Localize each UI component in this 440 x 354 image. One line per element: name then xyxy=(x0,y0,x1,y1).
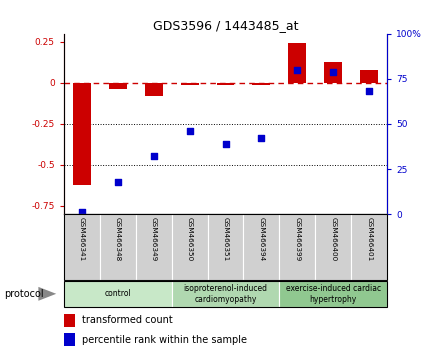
Bar xyxy=(351,214,387,280)
Text: exercise-induced cardiac
hypertrophy: exercise-induced cardiac hypertrophy xyxy=(286,284,381,303)
Point xyxy=(258,136,265,141)
Title: GDS3596 / 1443485_at: GDS3596 / 1443485_at xyxy=(153,19,298,33)
Point xyxy=(186,128,193,134)
Point xyxy=(366,88,373,94)
Bar xyxy=(243,214,279,280)
Bar xyxy=(64,333,75,346)
Text: transformed count: transformed count xyxy=(81,315,172,325)
Text: protocol: protocol xyxy=(4,289,44,299)
Bar xyxy=(279,214,315,280)
Bar xyxy=(172,281,279,307)
Text: percentile rank within the sample: percentile rank within the sample xyxy=(81,335,246,345)
Text: GSM466341: GSM466341 xyxy=(79,217,85,262)
Bar xyxy=(315,214,351,280)
Polygon shape xyxy=(38,287,56,301)
Text: GSM466394: GSM466394 xyxy=(258,217,264,262)
Bar xyxy=(208,214,243,280)
Text: GSM466400: GSM466400 xyxy=(330,217,336,262)
Text: GSM466351: GSM466351 xyxy=(223,217,228,262)
Bar xyxy=(279,281,387,307)
Text: GSM466401: GSM466401 xyxy=(366,217,372,262)
Bar xyxy=(360,70,378,83)
Bar xyxy=(64,214,387,280)
Bar xyxy=(100,214,136,280)
Bar xyxy=(216,83,235,85)
Point xyxy=(222,141,229,147)
Point xyxy=(294,67,301,73)
Text: GSM466348: GSM466348 xyxy=(115,217,121,262)
Text: GSM466399: GSM466399 xyxy=(294,217,301,262)
Bar xyxy=(64,314,75,327)
Bar xyxy=(145,83,163,96)
Bar xyxy=(324,62,342,83)
Point xyxy=(78,210,85,215)
Bar xyxy=(109,83,127,90)
Bar xyxy=(288,44,306,83)
Text: GSM466349: GSM466349 xyxy=(150,217,157,262)
Bar xyxy=(172,214,208,280)
Bar xyxy=(253,83,271,85)
Point xyxy=(150,154,157,159)
Point xyxy=(114,179,121,184)
Bar xyxy=(180,83,198,85)
Text: control: control xyxy=(104,289,131,298)
Text: isoproterenol-induced
cardiomyopathy: isoproterenol-induced cardiomyopathy xyxy=(183,284,268,303)
Bar xyxy=(136,214,172,280)
Bar xyxy=(64,214,100,280)
Text: GSM466350: GSM466350 xyxy=(187,217,193,262)
Bar xyxy=(64,281,172,307)
Point xyxy=(330,69,337,74)
Bar xyxy=(73,83,91,185)
